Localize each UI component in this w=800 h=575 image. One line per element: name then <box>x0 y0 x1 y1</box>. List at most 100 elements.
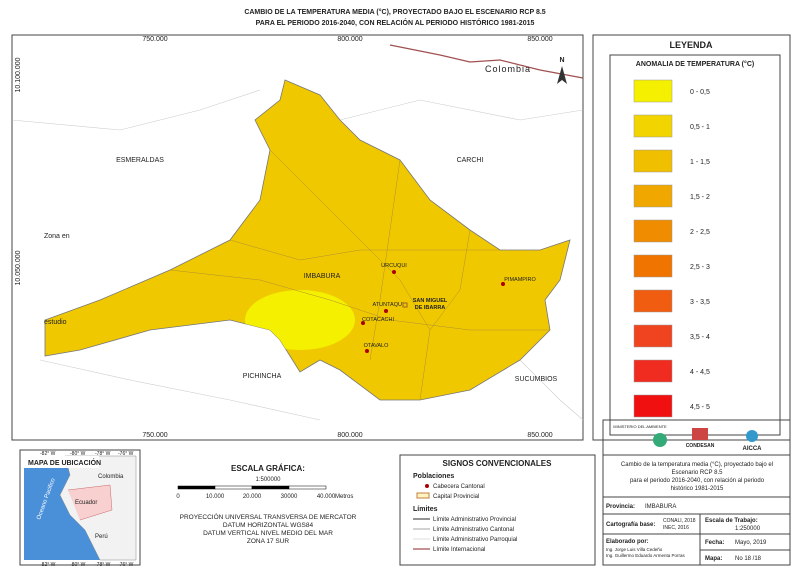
location-label: Ecuador <box>75 500 97 506</box>
legend-label: 0,5 - 1 <box>690 124 710 131</box>
lon-label: -78° W <box>95 451 111 457</box>
lon-label: -78° W <box>95 562 111 568</box>
field-value: Ing. Jorge Luis Villa Cedeño <box>606 547 663 552</box>
location-title: MAPA DE UBICACIÓN <box>28 458 101 467</box>
legend-label: 2 - 2,5 <box>690 229 710 236</box>
scale-tick-label: 30000 <box>281 494 298 500</box>
coord-label: 800.000 <box>337 432 362 439</box>
sign-label: Límite Administrativo Parroquial <box>433 537 517 543</box>
north-label: N <box>559 57 564 64</box>
scale: ESCALA GRÁFICA: 1:500000 Metros 0 10.000 2… <box>176 464 356 545</box>
projection-text: ZONA 17 SUR <box>247 538 290 545</box>
title: CAMBIO DE LA TEMPERATURA MEDIA (°C), PRO… <box>244 8 545 16</box>
logo <box>653 433 667 447</box>
field-label: Mapa: <box>705 556 722 562</box>
logo-text: AICCA <box>743 446 763 452</box>
international-limit <box>389 44 584 79</box>
legend-swatch <box>633 359 673 383</box>
legend: LEYENDA ANOMALIA DE TEMPERATURA (°C) 0 -… <box>592 34 791 441</box>
lon-label: -82° W <box>40 562 56 568</box>
neighbor-limits <box>11 89 584 421</box>
legend-swatch <box>633 114 673 138</box>
legend-label: 1,5 - 2 <box>690 194 710 201</box>
zone-label: Zona en <box>44 233 70 240</box>
zone-label: estudio <box>44 319 67 326</box>
towns: URCUQUI PIMAMPIRO ATUNTAQUI COTACACHI OT… <box>361 263 536 353</box>
town-point <box>361 321 365 325</box>
region-label: CARCHI <box>457 157 484 164</box>
legend-swatch <box>633 394 673 418</box>
legend-label: 4,5 - 5 <box>690 404 710 411</box>
sign-label: Límite Administrativo Cantonal <box>433 527 514 533</box>
field-value: Mayo, 2019 <box>735 540 767 546</box>
legend-swatch <box>633 79 673 103</box>
legend-label: 0 - 0,5 <box>690 89 710 96</box>
signs-section: Límites <box>413 506 438 513</box>
field-value: CONALI, 2018 <box>663 518 696 524</box>
region-label: PICHINCHA <box>243 373 282 380</box>
region-label: ESMERALDAS <box>116 157 164 164</box>
description: para el periodo 2016-2040, con relación … <box>630 478 765 484</box>
field-value: INEC, 2016 <box>663 525 689 531</box>
scale-tick-label: 10.000 <box>206 494 225 500</box>
logo <box>692 428 708 440</box>
scale-segment <box>251 485 290 490</box>
info-box: MINISTERIO DEL AMBIENTE CONDESAN AICCA C… <box>602 419 791 566</box>
sign-symbol <box>425 484 429 488</box>
field-value: Ing. Guillermo Eduardo Armenta Porras <box>606 553 686 558</box>
legend-swatch <box>633 289 673 313</box>
sign-label: Límite Internacional <box>433 547 485 553</box>
legend-title: LEYENDA <box>669 40 713 50</box>
legend-label: 3 - 3,5 <box>690 299 710 306</box>
location-label: Colombia <box>98 474 124 480</box>
logo-text: CONDESAN <box>686 443 715 449</box>
info-frame <box>602 419 791 566</box>
field-value: IMBABURA <box>645 504 676 510</box>
lon-label: -80° W <box>70 451 86 457</box>
location-frame <box>19 449 141 566</box>
town-point <box>384 309 388 313</box>
projection-text: DATUM VERTICAL NIVEL MEDIO DEL MAR <box>203 530 333 537</box>
coord-label: 850.000 <box>527 36 552 43</box>
scale-title: ESCALA GRÁFICA: <box>231 464 305 473</box>
capital-label: SAN MIGUEL <box>413 298 448 304</box>
legend-swatch <box>633 254 673 278</box>
coord-label: 750.000 <box>142 432 167 439</box>
signs-section: Poblaciones <box>413 473 454 480</box>
town-label: COTACACHI <box>362 317 394 323</box>
legend-label: 2,5 - 3 <box>690 264 710 271</box>
location-map: MAPA DE UBICACIÓN Colombia Ecuador Perú … <box>19 449 141 568</box>
field-label: Elaborado por: <box>606 539 649 545</box>
town-point <box>501 282 505 286</box>
logo-text: MINISTERIO DEL AMBIENTE <box>613 424 667 429</box>
cantonal-limits <box>169 149 550 400</box>
scale-ratio: 1:500000 <box>255 477 281 483</box>
sign-label: Cabecera Cantonal <box>433 484 485 490</box>
legend-swatch <box>633 184 673 208</box>
capital-label: DE IBARRA <box>415 305 446 311</box>
region-label: Colombia <box>485 64 531 74</box>
capital-point <box>402 302 408 308</box>
coord-label: 850.000 <box>527 432 552 439</box>
legend-frame <box>592 34 791 441</box>
sign-label: Límite Administrativo Provincial <box>433 517 516 523</box>
projection-text: PROYECCIÓN UNIVERSAL TRANSVERSA DE MERCA… <box>180 512 357 521</box>
signs: SIGNOS CONVENCIONALES Poblaciones Cabece… <box>399 454 596 566</box>
town-label: ATUNTAQUI <box>373 302 404 308</box>
lon-label: -82° W <box>40 451 56 457</box>
region-label: SUCUMBIOS <box>515 376 558 383</box>
region-label: IMBABURA <box>304 273 341 280</box>
legend-label: 1 - 1,5 <box>690 159 710 166</box>
sign-symbol <box>416 492 430 499</box>
coord-label: 800.000 <box>337 36 362 43</box>
field-label: Provincia: <box>606 504 635 510</box>
town-label: OTAVALO <box>364 343 389 349</box>
lon-label: -80° W <box>70 562 86 568</box>
legend-swatch <box>633 324 673 348</box>
description: Cambio de la temperatura media (°C), pro… <box>621 462 773 468</box>
logo <box>746 430 758 442</box>
lon-label: -76° W <box>118 451 134 457</box>
signs-frame <box>399 454 596 566</box>
town-label: PIMAMPIRO <box>504 277 536 283</box>
legend-swatch <box>633 219 673 243</box>
